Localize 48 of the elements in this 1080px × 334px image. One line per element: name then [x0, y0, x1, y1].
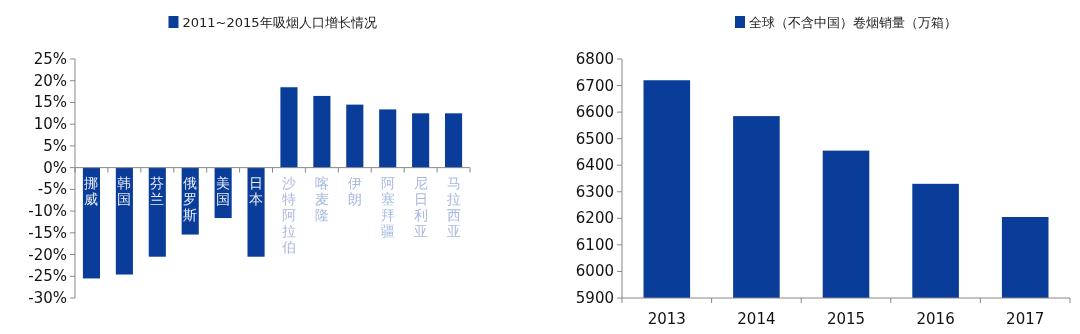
- y-tick-label: 15%: [33, 93, 67, 112]
- bar: [313, 95, 331, 168]
- y-tick-label: -15%: [28, 223, 67, 242]
- y-tick-label: -10%: [28, 202, 67, 221]
- y-tick-label: 6500: [575, 129, 614, 148]
- y-tick-label: 0%: [43, 158, 67, 177]
- x-tick-label: 马拉西亚: [446, 174, 461, 239]
- x-tick-label: 2017: [1006, 310, 1045, 328]
- x-tick-label: 芬兰: [150, 174, 165, 207]
- y-tick-label: 5900: [575, 289, 614, 307]
- y-tick-label: 6400: [575, 156, 614, 175]
- y-tick-label: -30%: [28, 289, 67, 307]
- x-tick-label: 2014: [737, 310, 776, 328]
- bar: [346, 104, 364, 168]
- x-tick-label: 沙特阿拉伯: [280, 174, 296, 255]
- y-tick-label: 20%: [33, 71, 67, 90]
- y-tick-label: 6200: [575, 209, 614, 228]
- x-tick-label: 伊朗: [347, 174, 362, 207]
- x-tick-label: 俄罗斯: [183, 174, 198, 223]
- bar: [247, 167, 265, 257]
- y-tick-label: 25%: [33, 50, 67, 68]
- y-tick-label: 6800: [575, 50, 614, 68]
- x-tick-label: 2015: [826, 310, 866, 328]
- legend: 全球（不含中国）卷烟销量（万箱）: [735, 15, 957, 30]
- y-tick-label: 10%: [33, 115, 67, 134]
- x-tick-label: 阿塞拜疆: [380, 174, 395, 239]
- x-tick-label: 2016: [916, 310, 955, 328]
- x-tick-label: 尼日利亚: [413, 174, 428, 239]
- x-tick-label: 美国: [216, 174, 231, 207]
- y-tick-label: -5%: [37, 180, 67, 199]
- x-tick-label: 韩国: [117, 174, 132, 207]
- x-tick-label: 2013: [647, 310, 686, 328]
- y-tick-label: 5%: [43, 136, 67, 155]
- bar: [412, 113, 430, 168]
- x-tick-label: 喀麦隆: [314, 174, 329, 223]
- bar: [444, 113, 463, 168]
- bar: [280, 87, 298, 168]
- y-tick-label: 6300: [575, 182, 614, 201]
- x-tick-label: 挪威: [84, 174, 99, 207]
- x-tick-label: 日本: [249, 174, 264, 207]
- y-tick-label: 6100: [575, 235, 614, 254]
- y-tick-label: -25%: [28, 267, 67, 286]
- y-tick-label: 6600: [575, 103, 614, 122]
- y-tick-label: -20%: [28, 245, 67, 264]
- y-tick-label: 6000: [575, 262, 614, 281]
- legend: 2011~2015年吸烟人口增长情况: [168, 15, 377, 30]
- y-tick-label: 6700: [575, 76, 614, 95]
- bar: [379, 109, 397, 168]
